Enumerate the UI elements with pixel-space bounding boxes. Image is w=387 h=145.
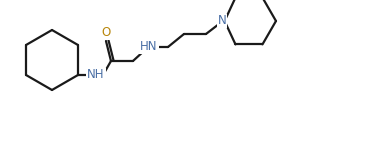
Text: N: N	[217, 14, 226, 28]
Text: NH: NH	[87, 68, 105, 81]
Text: HN: HN	[140, 40, 158, 54]
Text: O: O	[101, 27, 111, 39]
